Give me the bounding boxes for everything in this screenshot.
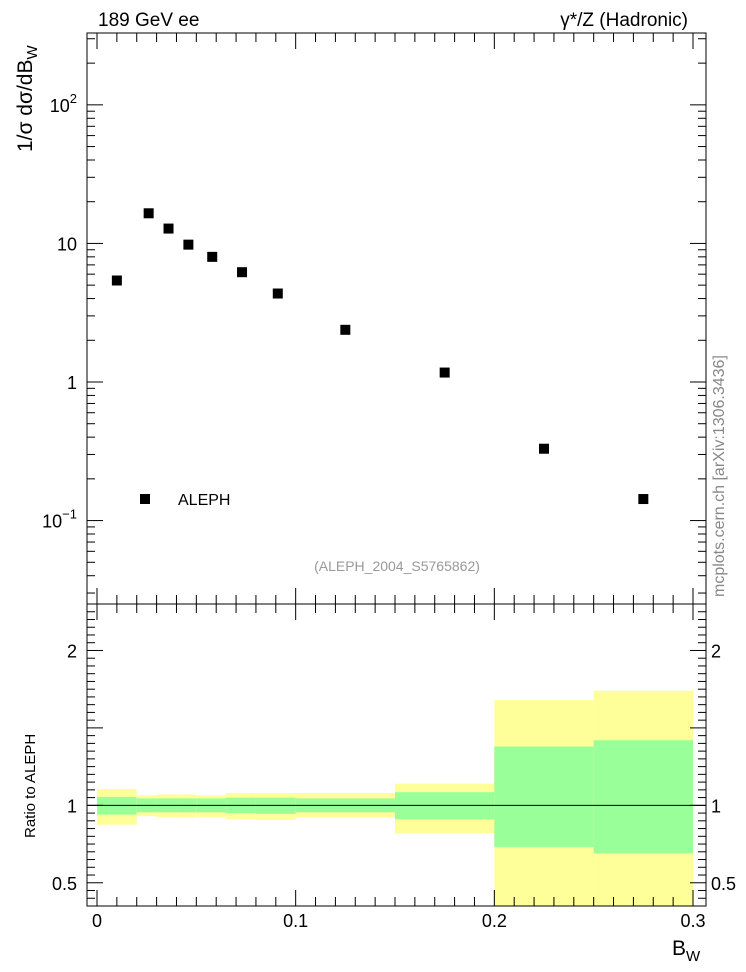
ratio-plot-frame — [86, 603, 707, 907]
main-y-tick-label-2: 10 — [57, 234, 77, 254]
main-y-tick-label-3: 102 — [50, 91, 77, 116]
ratio-y-tick-label-left-2: 2 — [67, 641, 77, 661]
header-right-label: γ*/Z (Hadronic) — [560, 10, 688, 31]
y-axis-label: 1/σ dσ/dBW — [14, 45, 41, 152]
analysis-id: (ALEPH_2004_S5765862) — [314, 558, 480, 574]
data-markers — [111, 208, 649, 505]
header-left-label: 189 GeV ee — [98, 10, 199, 31]
axis-ticks — [87, 33, 706, 907]
ratio-y-tick-label-left-0: 0.5 — [52, 874, 77, 894]
data-point-4 — [207, 251, 218, 262]
x-tick-label-0: 0 — [92, 911, 102, 931]
ratio-uncertainty-bands — [97, 690, 693, 906]
ratio-y-label: Ratio to ALEPH — [22, 734, 39, 838]
x-tick-label-1: 0.1 — [283, 911, 308, 931]
ratio-inner-band-9 — [494, 746, 594, 848]
ratio-y-tick-label-left-1: 1 — [67, 796, 77, 816]
data-point-10 — [638, 494, 649, 505]
data-point-2 — [163, 223, 174, 234]
x-tick-label-3: 0.3 — [680, 911, 705, 931]
data-point-7 — [340, 324, 351, 335]
data-point-3 — [183, 239, 194, 250]
data-point-9 — [539, 443, 549, 454]
ratio-inner-band-10 — [593, 740, 693, 854]
ratio-y-tick-label-right-1: 1 — [711, 796, 721, 816]
main-y-tick-label-0: 10−1 — [42, 507, 77, 532]
data-point-6 — [272, 288, 283, 299]
main-y-tick-label-1: 1 — [67, 373, 77, 393]
main-plot-frame — [86, 32, 707, 605]
data-point-1 — [143, 208, 154, 219]
x-axis-label: BW — [672, 937, 701, 965]
axis-tick-labels: 10−1 1 10 102 0 0.1 0.2 0.3 0.5 0.5 1 1 2 2 — [42, 91, 736, 931]
ratio-y-tick-label-right-0: 0.5 — [711, 874, 736, 894]
legend-label: ALEPH — [178, 492, 230, 509]
data-point-5 — [237, 267, 248, 278]
x-tick-label-2: 0.2 — [482, 911, 507, 931]
ratio-y-tick-label-right-2: 2 — [711, 641, 721, 661]
plot-frames — [86, 32, 707, 907]
side-source-label: mcplots.cern.ch [arXiv:1306.3436] — [711, 355, 728, 597]
data-point-0 — [111, 275, 122, 286]
legend-marker — [140, 494, 150, 504]
data-point-8 — [439, 367, 450, 378]
